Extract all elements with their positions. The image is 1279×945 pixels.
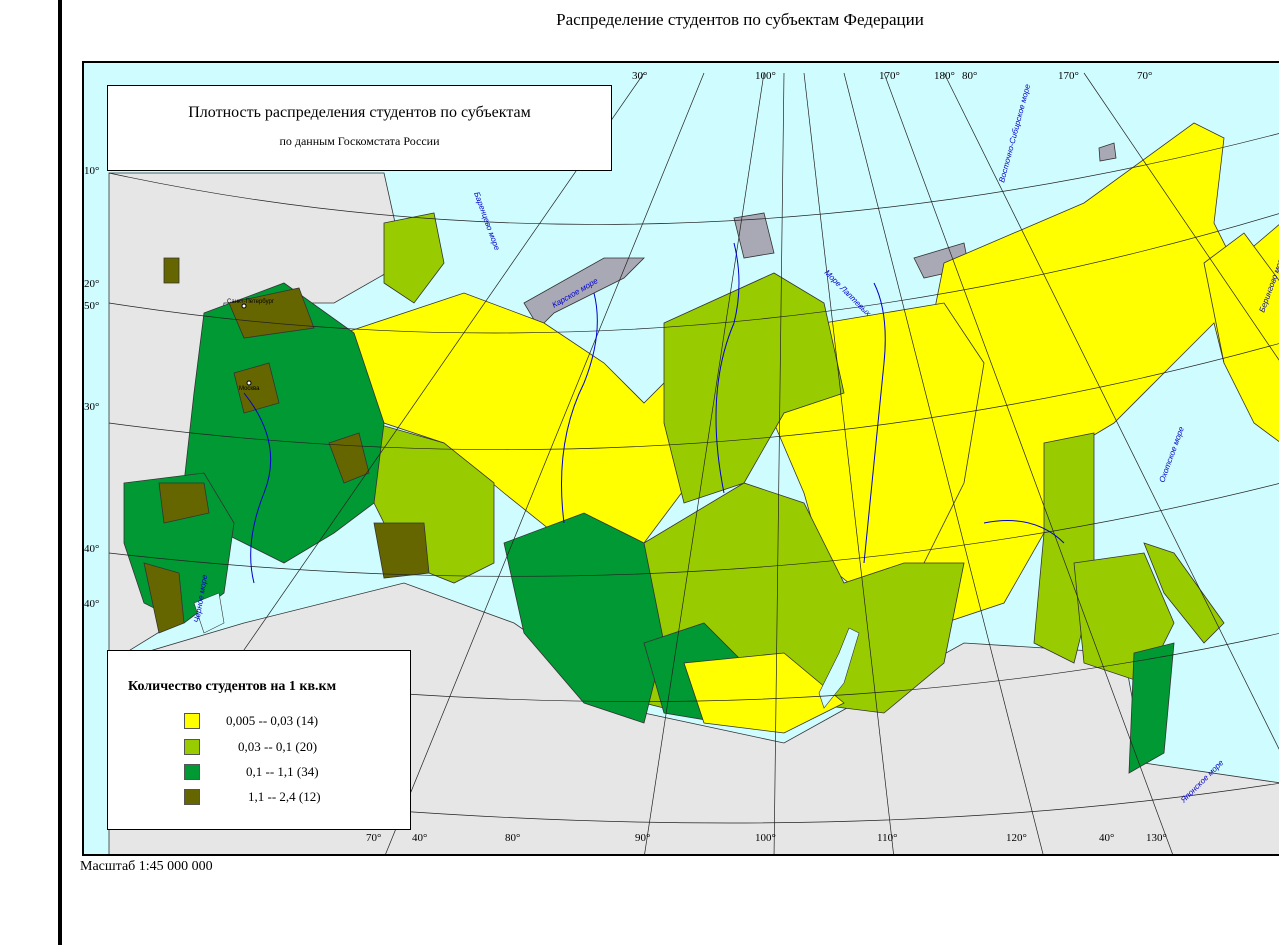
lake-baikal xyxy=(818,627,860,709)
legend-swatch-yellow xyxy=(184,713,200,729)
moscow-marker xyxy=(246,380,252,386)
caspian-sea xyxy=(193,592,225,634)
coord-left: 40° xyxy=(84,598,100,610)
coord-top: 170° xyxy=(879,70,900,82)
coord-top: 170° xyxy=(1058,70,1079,82)
sea-label-east-siberian: Восточно-Сибирское море xyxy=(997,83,1032,184)
coord-left: 50° xyxy=(84,300,100,312)
coord-bottom: 90° xyxy=(635,832,651,844)
coord-left: 10° xyxy=(84,165,100,177)
legend-label: 0,005 -- 0,03 (14) xyxy=(226,713,319,728)
legend-label: 1,1 -- 2,4 (12) xyxy=(248,789,321,804)
coord-bottom: 70° xyxy=(366,832,382,844)
coord-bottom: 80° xyxy=(505,832,521,844)
coord-bottom: 120° xyxy=(1006,832,1027,844)
legend-swatch-olive xyxy=(184,789,200,805)
region-karelia xyxy=(383,212,445,304)
region-caucasus xyxy=(143,562,185,634)
region-samara xyxy=(328,432,370,484)
coord-top: 180° xyxy=(934,70,955,82)
coord-left: 20° xyxy=(84,278,100,290)
legend-title: Количество студентов на 1 кв.км xyxy=(128,679,337,694)
region-kamchatka xyxy=(1203,232,1279,443)
page-title: Распределение студентов по субъектам Фед… xyxy=(556,10,924,29)
rivers xyxy=(243,242,1065,584)
coord-bottom: 40° xyxy=(1099,832,1115,844)
map-title: Плотность распределения студентов по суб… xyxy=(188,104,531,121)
coord-top: 80° xyxy=(962,70,978,82)
region-bashkir xyxy=(373,522,430,579)
legend-swatch-green xyxy=(184,764,200,780)
region-sakhalin xyxy=(1143,542,1225,644)
novaya-zemlya xyxy=(523,257,645,329)
region-south-yellow xyxy=(683,652,845,734)
coord-top: 70° xyxy=(1137,70,1153,82)
coord-bottom: 40° xyxy=(412,832,428,844)
scale-label: Масштаб 1:45 000 000 xyxy=(80,859,213,874)
region-moscow xyxy=(233,362,280,414)
coord-bottom: 130° xyxy=(1146,832,1167,844)
spb-label: Санкт-Петербург xyxy=(227,299,275,305)
spb-marker xyxy=(241,303,247,309)
region-kaliningrad xyxy=(163,257,180,284)
legend-label: 0,1 -- 1,1 (34) xyxy=(246,764,319,779)
region-krasnoyarsk xyxy=(663,272,845,504)
coord-left: 30° xyxy=(84,401,100,413)
coord-left: 40° xyxy=(84,543,100,555)
severnaya-zemlya xyxy=(733,212,775,259)
legend: Количество студентов на 1 кв.км 0,005 --… xyxy=(107,650,411,830)
region-west-siberia xyxy=(503,512,665,724)
region-rostov xyxy=(158,482,210,524)
map-title-box: Плотность распределения студентов по суб… xyxy=(107,85,612,171)
left-border xyxy=(58,0,62,945)
moscow-label: Москва xyxy=(239,386,260,392)
coord-top: 30° xyxy=(632,70,648,82)
legend-label: 0,03 -- 0,1 (20) xyxy=(238,739,318,754)
wrangel-island xyxy=(1098,142,1117,162)
coord-top: 100° xyxy=(755,70,776,82)
map-subtitle: по данным Госкомстата России xyxy=(279,134,440,148)
legend-swatch-lightgreen xyxy=(184,739,200,755)
region-primorye xyxy=(1128,642,1175,774)
sea-label-okhotsk: Охотское море xyxy=(1157,425,1186,484)
coord-bottom: 110° xyxy=(877,832,898,844)
region-spb xyxy=(228,287,315,339)
region-central xyxy=(183,282,385,564)
coord-bottom: 100° xyxy=(755,832,776,844)
